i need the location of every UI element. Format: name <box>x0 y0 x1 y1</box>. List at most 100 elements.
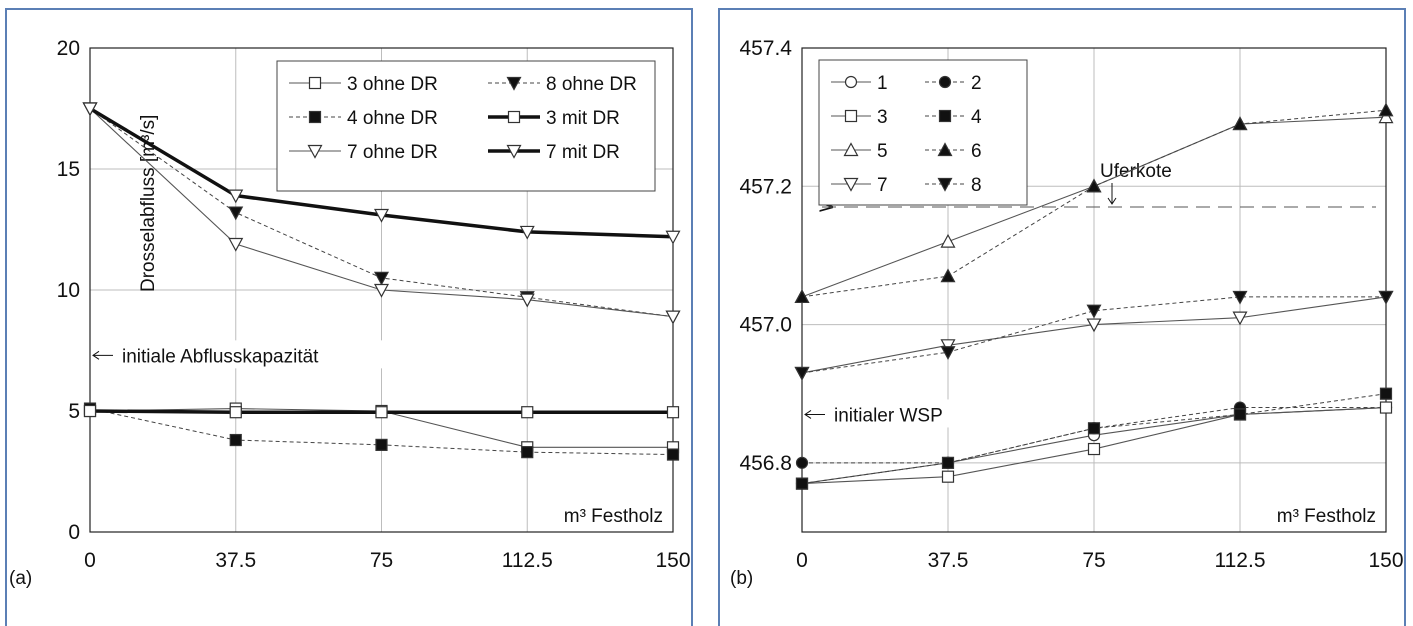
legend-entry-label: 7 mit DR <box>546 142 620 163</box>
data-point <box>519 225 535 240</box>
legend-entry-label: 2 <box>971 73 982 94</box>
data-point <box>229 406 242 419</box>
data-point <box>521 446 534 459</box>
legend-marker <box>844 75 858 89</box>
legend-entry-label: 8 ohne DR <box>546 74 637 95</box>
y-tick-label: 0 <box>68 521 80 544</box>
y-tick-label: 5 <box>68 400 80 423</box>
legend-marker <box>938 75 952 89</box>
data-point <box>666 406 680 419</box>
data-point <box>940 233 956 248</box>
x-tick-label: 75 <box>1082 549 1105 572</box>
y-tick-label: 20 <box>57 37 80 60</box>
legend-entry-label: 4 <box>971 107 982 128</box>
data-point <box>794 366 810 381</box>
legend-marker <box>937 177 953 192</box>
data-point <box>373 208 390 223</box>
data-point <box>1087 422 1101 435</box>
data-point <box>82 102 98 117</box>
legend-marker <box>844 109 858 123</box>
data-point <box>795 477 809 490</box>
data-point <box>373 283 390 298</box>
reference-line-label: Uferkote <box>1100 161 1172 182</box>
data-point <box>521 406 534 419</box>
data-point <box>665 310 681 325</box>
data-point <box>1233 408 1247 421</box>
x-tick-label: 150 <box>655 549 690 572</box>
legend-marker <box>843 142 859 157</box>
legend-marker <box>307 144 323 159</box>
data-point <box>1087 442 1101 456</box>
x-tick-label: 112.5 <box>502 549 553 572</box>
data-point <box>1086 318 1102 333</box>
y-tick-label: 456.8 <box>739 452 792 475</box>
legend-entry-label: 3 <box>877 107 888 128</box>
data-point <box>940 339 956 354</box>
reference-arrow-head <box>1107 197 1117 205</box>
data-point <box>229 433 242 447</box>
annotation-arrow-head <box>92 350 100 360</box>
data-point <box>1378 109 1394 124</box>
x-tick-label: 75 <box>370 549 393 572</box>
data-point <box>940 268 956 283</box>
data-point <box>665 230 681 245</box>
legend-marker <box>843 177 859 192</box>
data-point <box>375 406 388 419</box>
legend-entry-label: 1 <box>877 73 888 94</box>
legend-marker <box>937 142 953 157</box>
legend-entry-label: 3 mit DR <box>546 108 620 129</box>
legend-marker <box>506 144 522 159</box>
data-point <box>375 438 388 451</box>
annotation-arrow-head <box>804 410 812 419</box>
x-tick-label: 112.5 <box>1215 549 1266 572</box>
x-tick-label: 37.5 <box>928 549 969 572</box>
x-tick-label: 0 <box>796 549 808 572</box>
annotation-background <box>96 340 393 369</box>
chart-a-svg: 0 37.5 75 112.5 150 0 5 10 15 20 (a) m³ Festholz Dro… <box>9 37 691 589</box>
legend-entry-label: 7 <box>877 175 888 196</box>
y-tick-label: 10 <box>57 279 80 302</box>
y-tick-label: 457.2 <box>739 175 792 198</box>
data-point <box>1379 401 1393 414</box>
data-point <box>1378 102 1394 117</box>
data-point <box>1086 304 1102 319</box>
legend-marker <box>308 110 322 124</box>
chart-panel-b: 0 37.5 75 112.5 150 456.8 457.0 457.2 457.4 (b) m³… <box>718 8 1406 626</box>
panel-label: (b) <box>730 568 753 589</box>
data-point <box>519 293 535 308</box>
x-tick-label: 0 <box>84 549 96 572</box>
data-point <box>1379 387 1393 400</box>
data-point <box>795 456 809 469</box>
x-axis-label: m³ Festholz <box>564 506 663 527</box>
annotation-background <box>808 399 979 428</box>
data-point <box>1086 178 1102 193</box>
data-point <box>941 470 955 483</box>
annotation-label: initialer WSP <box>834 405 943 426</box>
y-tick-label: 457.4 <box>739 37 792 60</box>
data-point <box>228 189 244 204</box>
legend-entry-label: 5 <box>877 141 888 162</box>
data-point <box>666 448 680 461</box>
data-point <box>228 237 244 252</box>
data-point <box>83 404 97 418</box>
legend-marker <box>506 76 522 91</box>
data-point <box>794 289 810 304</box>
legend-marker <box>308 76 322 90</box>
legend-marker <box>938 109 952 123</box>
x-axis-label: m³ Festholz <box>1277 506 1376 527</box>
chart-b-svg: 0 37.5 75 112.5 150456.8457.0457.2457.4(b)m³… <box>730 37 1404 589</box>
chart-panel-a: 0 37.5 75 112.5 150 0 5 10 15 20 (a) m³ Festholz Dro… <box>5 8 693 626</box>
data-point <box>1378 290 1394 305</box>
y-axis-label: Drosselabfluss [m³/s] <box>138 115 159 292</box>
legend-entry-label: 8 <box>971 175 982 196</box>
x-tick-label: 37.5 <box>215 549 256 572</box>
legend-entry-label: 6 <box>971 141 982 162</box>
data-point <box>940 346 956 360</box>
legend-entry-label: 3 ohne DR <box>347 74 438 95</box>
y-tick-label: 15 <box>57 158 80 181</box>
legend-marker <box>507 110 521 124</box>
y-tick-label: 457.0 <box>739 314 792 337</box>
plot-frame <box>89 47 674 533</box>
data-point <box>941 456 955 469</box>
data-point <box>1232 116 1248 131</box>
